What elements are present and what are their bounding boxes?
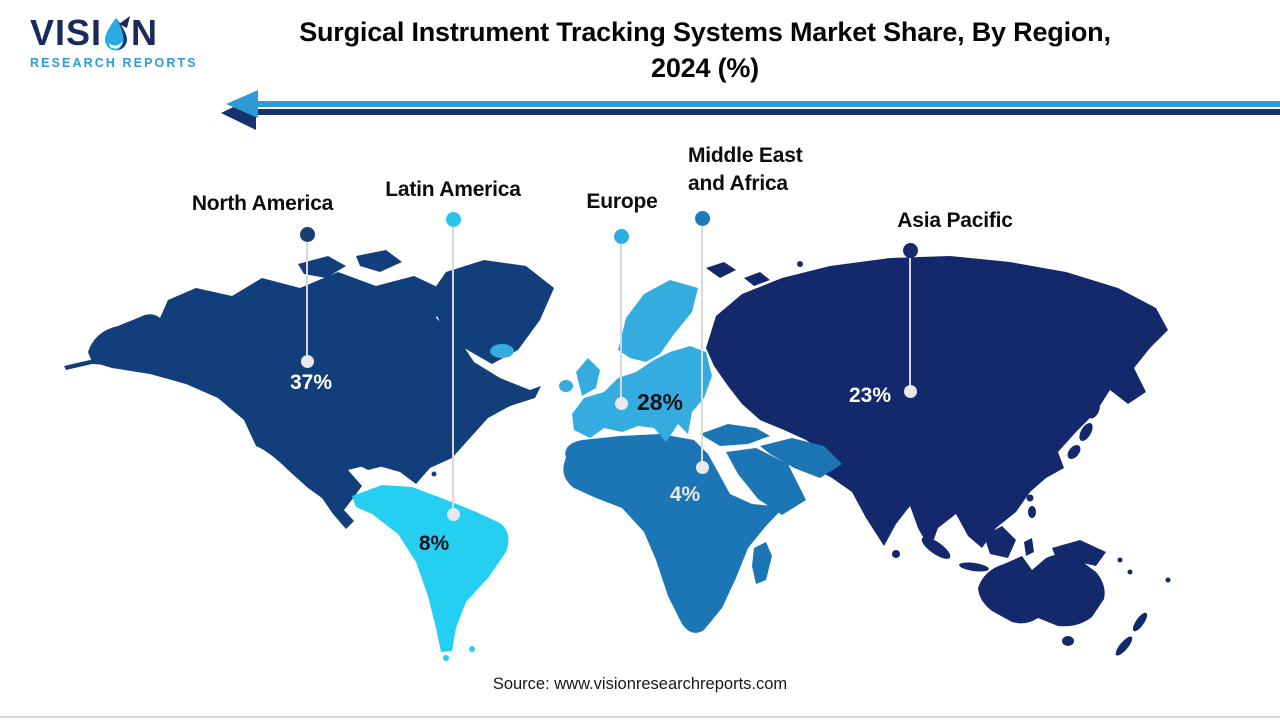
leader-line-middle-east-africa (701, 226, 703, 462)
region-label-europe: Europe (586, 190, 658, 213)
value-label-latin-america: 8% (418, 532, 450, 555)
value-label-middle-east-africa: 4% (669, 483, 701, 506)
leader-line-europe (620, 244, 622, 398)
brand-name: VISI N (30, 14, 200, 52)
leader-endcap-middle-east-africa (696, 461, 709, 474)
chart-title-line1: Surgical Instrument Tracking Systems Mar… (299, 17, 1111, 47)
brand-name-right: N (131, 12, 159, 53)
region-europe (490, 280, 712, 442)
region-dot-latin-america (446, 212, 461, 227)
region-latin-america (352, 485, 509, 661)
leader-line-latin-america (452, 227, 454, 508)
brand-logo: VISI N RESEARCH REPORTS (30, 14, 200, 71)
region-label-asia-pacific: Asia Pacific (897, 209, 1013, 232)
source-text: Source: www.visionresearchreports.com (492, 675, 788, 693)
region-label-latin-america: Latin America (385, 178, 521, 201)
region-asia-pacific (706, 256, 1171, 656)
region-label-north-america: North America (191, 192, 334, 215)
region-dot-middle-east-africa (695, 211, 710, 226)
arrow-shadow (221, 96, 1280, 130)
region-dot-europe (614, 229, 629, 244)
leader-endcap-north-america (301, 355, 314, 368)
region-label-middle-east-africa: Middle East and Africa (688, 144, 803, 195)
value-label-europe: 28% (636, 389, 684, 415)
arrow-primary (226, 90, 1280, 118)
leader-line-north-america (306, 242, 308, 356)
value-label-north-america: 37% (289, 371, 333, 394)
bottom-divider (0, 716, 1280, 718)
leader-endcap-latin-america (447, 508, 460, 521)
brand-name-left: VISI (30, 12, 103, 53)
leader-endcap-asia-pacific (904, 385, 917, 398)
water-drop-icon (105, 16, 131, 51)
value-label-asia-pacific: 23% (848, 384, 892, 407)
leader-line-asia-pacific (909, 258, 911, 386)
brand-tagline: RESEARCH REPORTS (30, 56, 198, 70)
leader-endcap-europe (615, 397, 628, 410)
chart-title: Surgical Instrument Tracking Systems Mar… (200, 14, 1210, 87)
chart-title-line2: 2024 (%) (651, 53, 759, 84)
region-dot-asia-pacific (903, 243, 918, 258)
region-dot-north-america (300, 227, 315, 242)
